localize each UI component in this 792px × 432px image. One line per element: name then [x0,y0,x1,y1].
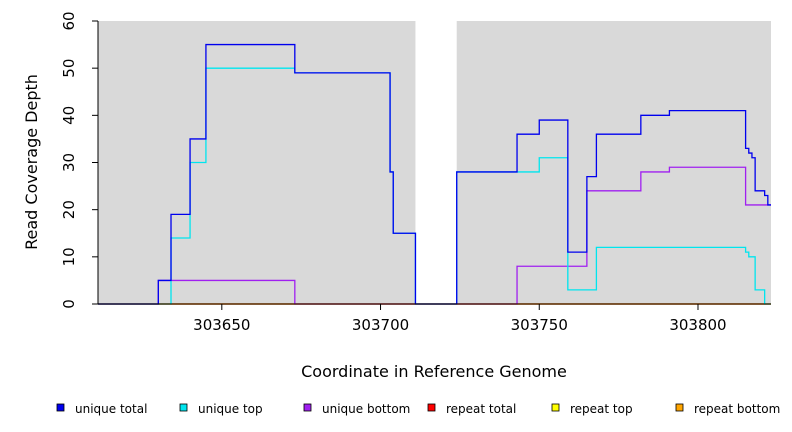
y-tick-label: 50 [60,59,78,78]
x-axis-label: Coordinate in Reference Genome [301,362,567,381]
y-axis-label: Read Coverage Depth [22,74,41,250]
legend-label-unique-total: unique total [75,402,147,416]
series-line-unique-total [98,43,771,305]
x-tick-label: 303700 [352,316,409,334]
y-ticks: 0 10 20 30 40 50 60 [60,11,98,309]
legend-swatch-unique-bottom [303,403,312,412]
legend-label-repeat-bottom: repeat bottom [694,402,780,416]
gap-region [415,21,457,304]
x-ticks: 303650 303700 303750 303800 [193,304,727,334]
legend-swatch-repeat-bottom [675,403,684,412]
y-tick-label: 60 [60,11,78,30]
legend-label-unique-bottom: unique bottom [322,402,410,416]
y-tick-label: 30 [60,153,78,172]
legend-label-repeat-total: repeat total [446,402,516,416]
y-tick-label: 10 [60,247,78,266]
legend-swatch-repeat-top [551,403,560,412]
y-tick-label: 0 [60,299,78,309]
x-tick-label: 303750 [511,316,568,334]
x-tick-label: 303650 [193,316,250,334]
y-tick-label: 40 [60,106,78,125]
y-tick-label: 20 [60,200,78,219]
legend-swatch-unique-top [179,403,188,412]
legend-swatch-repeat-total [427,403,436,412]
legend-label-repeat-top: repeat top [570,402,633,416]
x-tick-label: 303800 [669,316,726,334]
legend-swatch-unique-total [56,403,65,412]
legend: unique total unique top unique bottom repea… [56,402,780,416]
legend-label-unique-top: unique top [198,402,263,416]
